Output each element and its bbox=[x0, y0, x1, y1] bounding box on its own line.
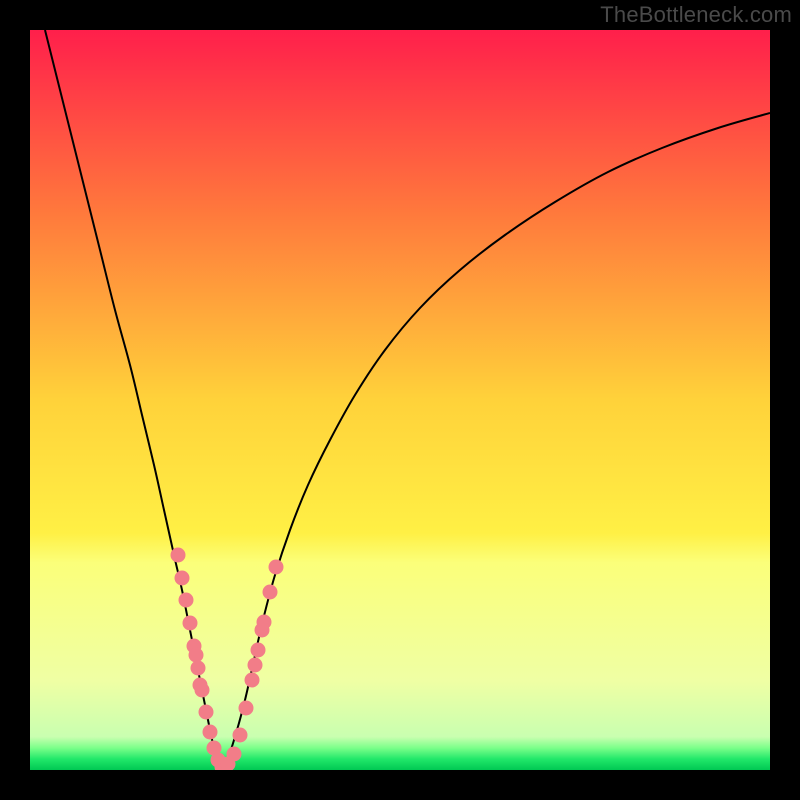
data-marker bbox=[245, 673, 260, 688]
chart-svg bbox=[30, 30, 770, 770]
frame-border-right bbox=[770, 0, 800, 800]
data-marker bbox=[227, 747, 242, 762]
data-marker bbox=[203, 725, 218, 740]
data-marker bbox=[171, 548, 186, 563]
data-marker bbox=[248, 658, 263, 673]
data-marker bbox=[251, 643, 266, 658]
data-marker bbox=[189, 648, 204, 663]
data-marker bbox=[183, 616, 198, 631]
frame-border-bottom bbox=[0, 770, 800, 800]
root: TheBottleneck.com bbox=[0, 0, 800, 800]
data-marker bbox=[233, 728, 248, 743]
data-marker bbox=[263, 585, 278, 600]
data-marker bbox=[255, 623, 270, 638]
data-marker bbox=[179, 593, 194, 608]
data-marker bbox=[239, 701, 254, 716]
data-marker bbox=[193, 678, 208, 693]
data-marker bbox=[191, 661, 206, 676]
data-marker bbox=[175, 571, 190, 586]
data-marker bbox=[269, 560, 284, 575]
chart-background bbox=[30, 30, 770, 770]
frame-border-left bbox=[0, 0, 30, 800]
plot-area bbox=[30, 30, 770, 770]
data-marker bbox=[199, 705, 214, 720]
watermark-text: TheBottleneck.com bbox=[600, 2, 792, 28]
